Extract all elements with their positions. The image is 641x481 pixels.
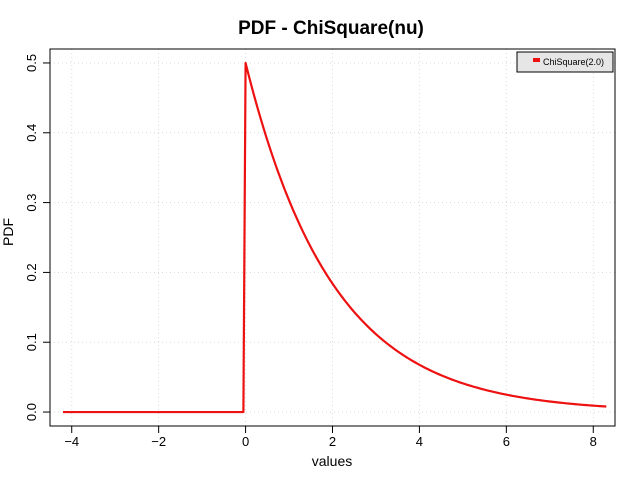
y-axis-label: PDF [0, 218, 16, 246]
y-tick-label: 0.0 [24, 403, 39, 421]
x-tick-label: 0 [242, 434, 249, 449]
x-axis-label: values [312, 453, 352, 469]
plot-frame [49, 48, 616, 427]
y-tick-label: 0.3 [24, 194, 39, 212]
x-tick-label: −4 [64, 434, 79, 449]
legend-box [516, 51, 614, 73]
x-tick-label: 2 [329, 434, 336, 449]
legend-swatch [533, 58, 540, 62]
legend: ChiSquare(2.0) [516, 51, 614, 73]
x-tick-label: 6 [503, 434, 510, 449]
chart-title: PDF - ChiSquare(nu) [238, 18, 424, 39]
legend-label: ChiSquare(2.0) [543, 57, 604, 67]
y-tick-label: 0.5 [24, 54, 39, 72]
x-tick-label: −2 [151, 434, 166, 449]
y-tick-label: 0.4 [24, 124, 39, 142]
series-line [63, 61, 607, 414]
x-tick-label: 8 [590, 434, 597, 449]
axis-ticks: −4 −2 0 2 4 6 8 0.0 0.1 0.2 0.3 0.4 0.5 [24, 54, 597, 449]
x-tick-label: 4 [416, 434, 423, 449]
series-layer [63, 61, 607, 414]
y-tick-label: 0.1 [24, 333, 39, 351]
y-tick-label: 0.2 [24, 263, 39, 281]
